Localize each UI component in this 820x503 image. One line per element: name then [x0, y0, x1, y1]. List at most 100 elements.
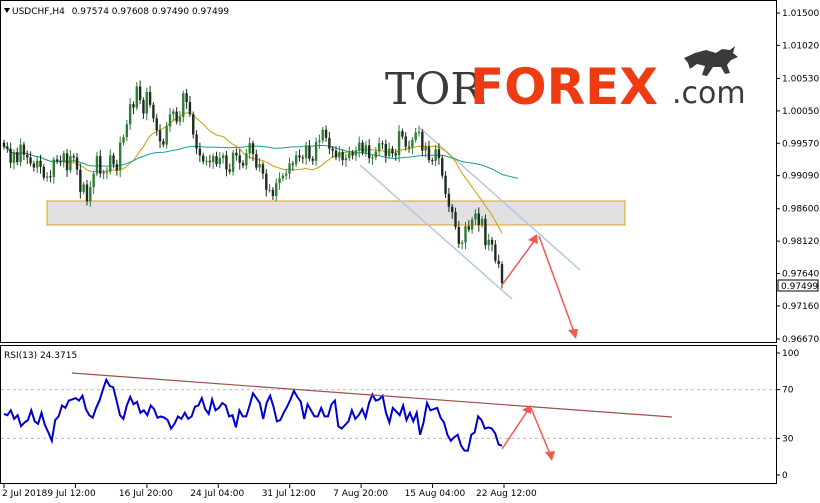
candle — [12, 149, 16, 170]
candle — [208, 154, 212, 168]
candle — [474, 209, 477, 225]
price-tick-label: 0.99090 — [782, 172, 819, 182]
price-tick-label: 1.01500 — [782, 9, 819, 19]
rsi-panel-frame — [0, 345, 777, 484]
candle — [112, 152, 115, 169]
price-tick-label: 0.98120 — [782, 237, 819, 247]
candle — [354, 146, 358, 161]
logo-com-text: .com — [672, 76, 746, 111]
candle — [255, 149, 258, 171]
candle — [238, 149, 241, 170]
candle — [128, 98, 132, 130]
candle — [308, 139, 311, 162]
candle — [125, 119, 129, 142]
candle — [95, 151, 99, 177]
candle — [102, 169, 105, 180]
ohlc-label: 0.97574 0.97608 0.97490 0.97499 — [72, 7, 230, 17]
price-tick-label: 0.96670 — [782, 335, 819, 345]
rsi-series — [3, 377, 503, 452]
candle — [82, 181, 85, 195]
time-tick-label: 15 Aug 04:00 — [405, 489, 466, 499]
candle — [470, 216, 474, 234]
candle — [72, 153, 75, 162]
candle — [424, 142, 427, 158]
main-panel-frame — [0, 0, 777, 343]
time-tick-label: 16 Jul 20:00 — [119, 489, 173, 499]
candle — [371, 154, 374, 165]
symbol-header: USDCHF,H4 0.97574 0.97608 0.97490 0.9749… — [12, 7, 229, 17]
candle — [132, 101, 135, 115]
candle — [29, 151, 32, 167]
candle — [477, 207, 480, 232]
candle — [351, 150, 354, 160]
candle — [89, 181, 92, 207]
candle — [2, 139, 6, 150]
candle — [348, 146, 351, 161]
rsi-line — [3, 377, 503, 452]
candle — [447, 187, 451, 213]
candle — [394, 149, 397, 161]
rsi-header: RSI(13) 24.3715 — [4, 351, 77, 361]
candle — [275, 178, 278, 202]
candle — [158, 124, 162, 148]
candle — [85, 180, 89, 206]
candle — [145, 87, 148, 121]
forecast-arrowhead-down — [568, 329, 578, 339]
candle — [228, 163, 231, 175]
ma-long-line — [3, 144, 519, 179]
candle — [397, 125, 401, 163]
triangle-down-icon[interactable] — [4, 8, 10, 13]
candle — [427, 140, 431, 163]
candle — [218, 152, 221, 169]
candle — [298, 149, 301, 162]
candle — [135, 82, 138, 111]
candle — [62, 150, 65, 168]
candle — [245, 149, 248, 170]
logo-forex-text: FOREX — [470, 58, 658, 116]
candle — [271, 187, 275, 200]
candle — [265, 169, 268, 197]
candle — [261, 161, 265, 180]
candle — [321, 127, 324, 144]
rsi-arrowhead-up — [522, 405, 531, 414]
last-price-label: 0.97499 — [781, 282, 818, 292]
candle — [251, 140, 255, 161]
price-forecast-arrows — [501, 234, 578, 339]
candle — [6, 142, 9, 153]
candle — [188, 96, 192, 117]
candle — [182, 90, 185, 123]
candle — [368, 139, 371, 164]
candle — [487, 233, 490, 251]
candle — [235, 148, 238, 161]
candle — [215, 151, 218, 167]
candle — [168, 108, 172, 132]
candle — [195, 130, 198, 155]
rsi-levels — [1, 389, 776, 439]
candle — [311, 156, 314, 165]
price-axis: 1.01500 1.01020 1.00530 1.00050 0.99570 0.990… — [776, 9, 819, 345]
candle — [460, 239, 464, 250]
candle — [178, 110, 182, 126]
candle — [115, 159, 119, 176]
candle — [401, 128, 404, 140]
time-axis: 2 Jul 2018 9 Jul 12:00 16 Jul 20:00 24 Jul … — [2, 484, 537, 499]
price-tick-label: 1.00050 — [782, 107, 819, 117]
price-tick-label: 0.98600 — [782, 205, 819, 215]
torforex-logo: TOR FOREX .com — [385, 46, 746, 116]
candle — [26, 150, 29, 165]
candle — [16, 147, 19, 165]
candle — [490, 237, 494, 252]
candle — [334, 146, 338, 161]
candle — [494, 240, 497, 264]
candle — [65, 149, 69, 178]
price-tick-label: 1.00530 — [782, 74, 819, 84]
candle — [59, 155, 62, 167]
candle — [387, 142, 391, 159]
candle — [202, 152, 205, 165]
candle — [285, 169, 288, 180]
candle — [381, 140, 384, 150]
candle — [32, 160, 36, 172]
rsi-tick-label: 100 — [782, 349, 799, 359]
candle — [407, 140, 411, 153]
